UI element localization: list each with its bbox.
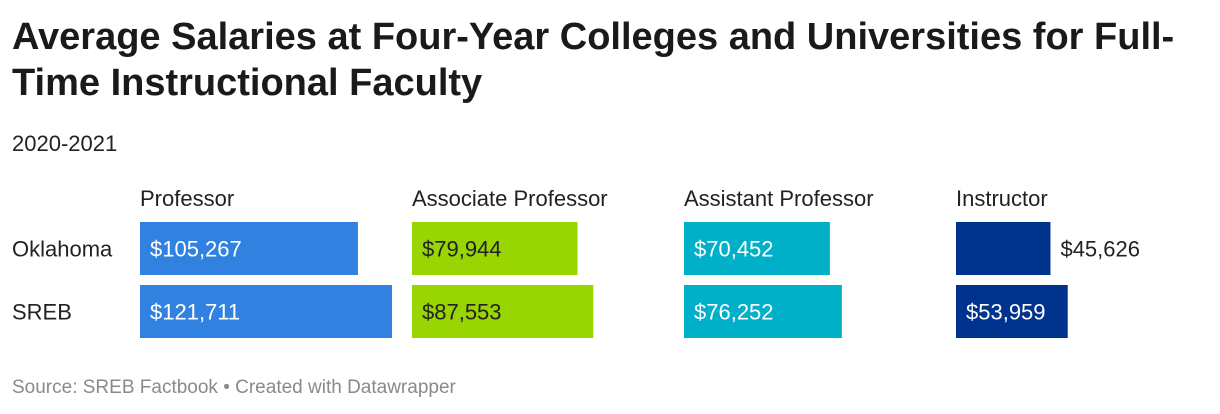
bar-instructor-oklahoma bbox=[956, 222, 1051, 275]
value-label-associate-professor-oklahoma: $79,944 bbox=[422, 237, 502, 262]
value-label-assistant-professor-sreb: $76,252 bbox=[694, 300, 774, 325]
bar-associate-professor-sreb bbox=[412, 285, 594, 338]
bar-professor-sreb bbox=[140, 285, 392, 338]
value-label-assistant-professor-oklahoma: $70,452 bbox=[694, 237, 774, 262]
panel-header-assistant-professor: Assistant Professor bbox=[684, 186, 874, 211]
panel-header-professor: Professor bbox=[140, 186, 234, 211]
chart-subtitle: 2020-2021 bbox=[12, 131, 118, 156]
bar-assistant-professor-oklahoma bbox=[684, 222, 830, 275]
bar-assistant-professor-sreb bbox=[684, 285, 842, 338]
bar-instructor-sreb bbox=[956, 285, 1068, 338]
bar-associate-professor-oklahoma bbox=[412, 222, 578, 275]
panel-header-instructor: Instructor bbox=[956, 186, 1048, 211]
value-label-professor-sreb: $121,711 bbox=[150, 300, 240, 325]
value-label-associate-professor-sreb: $87,553 bbox=[422, 300, 502, 325]
value-label-professor-oklahoma: $105,267 bbox=[150, 237, 242, 262]
chart-title: Average Salaries at Four-Year Colleges a… bbox=[12, 16, 1175, 104]
row-label-oklahoma: Oklahoma bbox=[12, 237, 113, 262]
value-label-instructor-sreb: $53,959 bbox=[966, 300, 1046, 325]
chart-source: Source: SREB Factbook • Created with Dat… bbox=[12, 377, 456, 398]
panel-header-associate-professor: Associate Professor bbox=[412, 186, 608, 211]
row-label-sreb: SREB bbox=[12, 300, 72, 325]
value-label-instructor-oklahoma: $45,626 bbox=[1060, 237, 1140, 262]
bar-professor-oklahoma bbox=[140, 222, 358, 275]
